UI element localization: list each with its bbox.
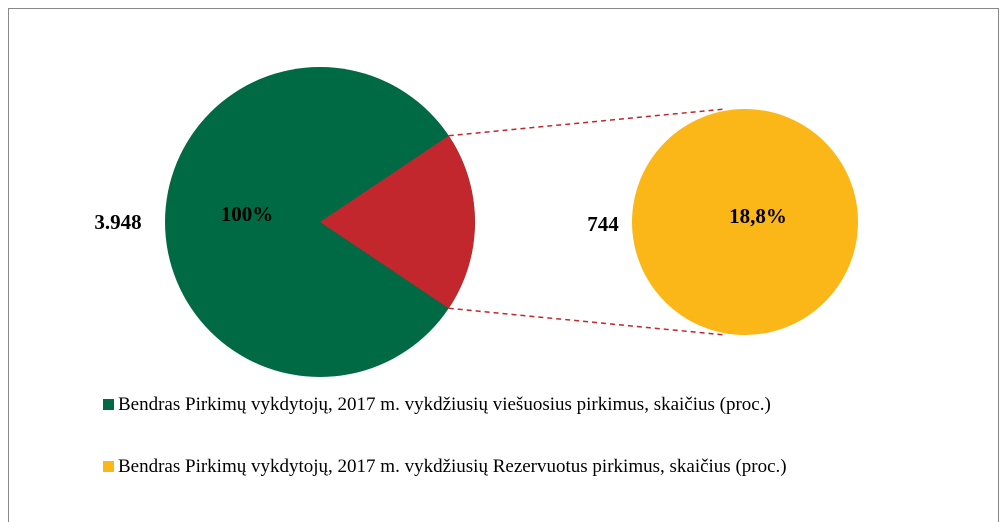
connector: [448, 108, 726, 137]
percent-label: 18,8%: [729, 204, 787, 228]
legend-label: Bendras Pirkimų vykdytojų, 2017 m. vykdž…: [118, 394, 771, 415]
value-label: 3.948: [94, 210, 141, 234]
legend-swatch: [103, 461, 114, 472]
frame: [8, 8, 999, 522]
percent-label: 100%: [221, 202, 274, 226]
value-label: 744: [587, 212, 619, 236]
secondary-pie: [632, 109, 858, 335]
legend-swatch: [103, 399, 114, 410]
legend-item: Bendras Pirkimų vykdytojų, 2017 m. vykdž…: [103, 392, 823, 418]
legend-label: Bendras Pirkimų vykdytojų, 2017 m. vykdž…: [118, 456, 787, 477]
legend-item: Bendras Pirkimų vykdytojų, 2017 m. vykdž…: [103, 454, 823, 480]
wedge: [320, 135, 475, 309]
connector: [448, 307, 726, 336]
